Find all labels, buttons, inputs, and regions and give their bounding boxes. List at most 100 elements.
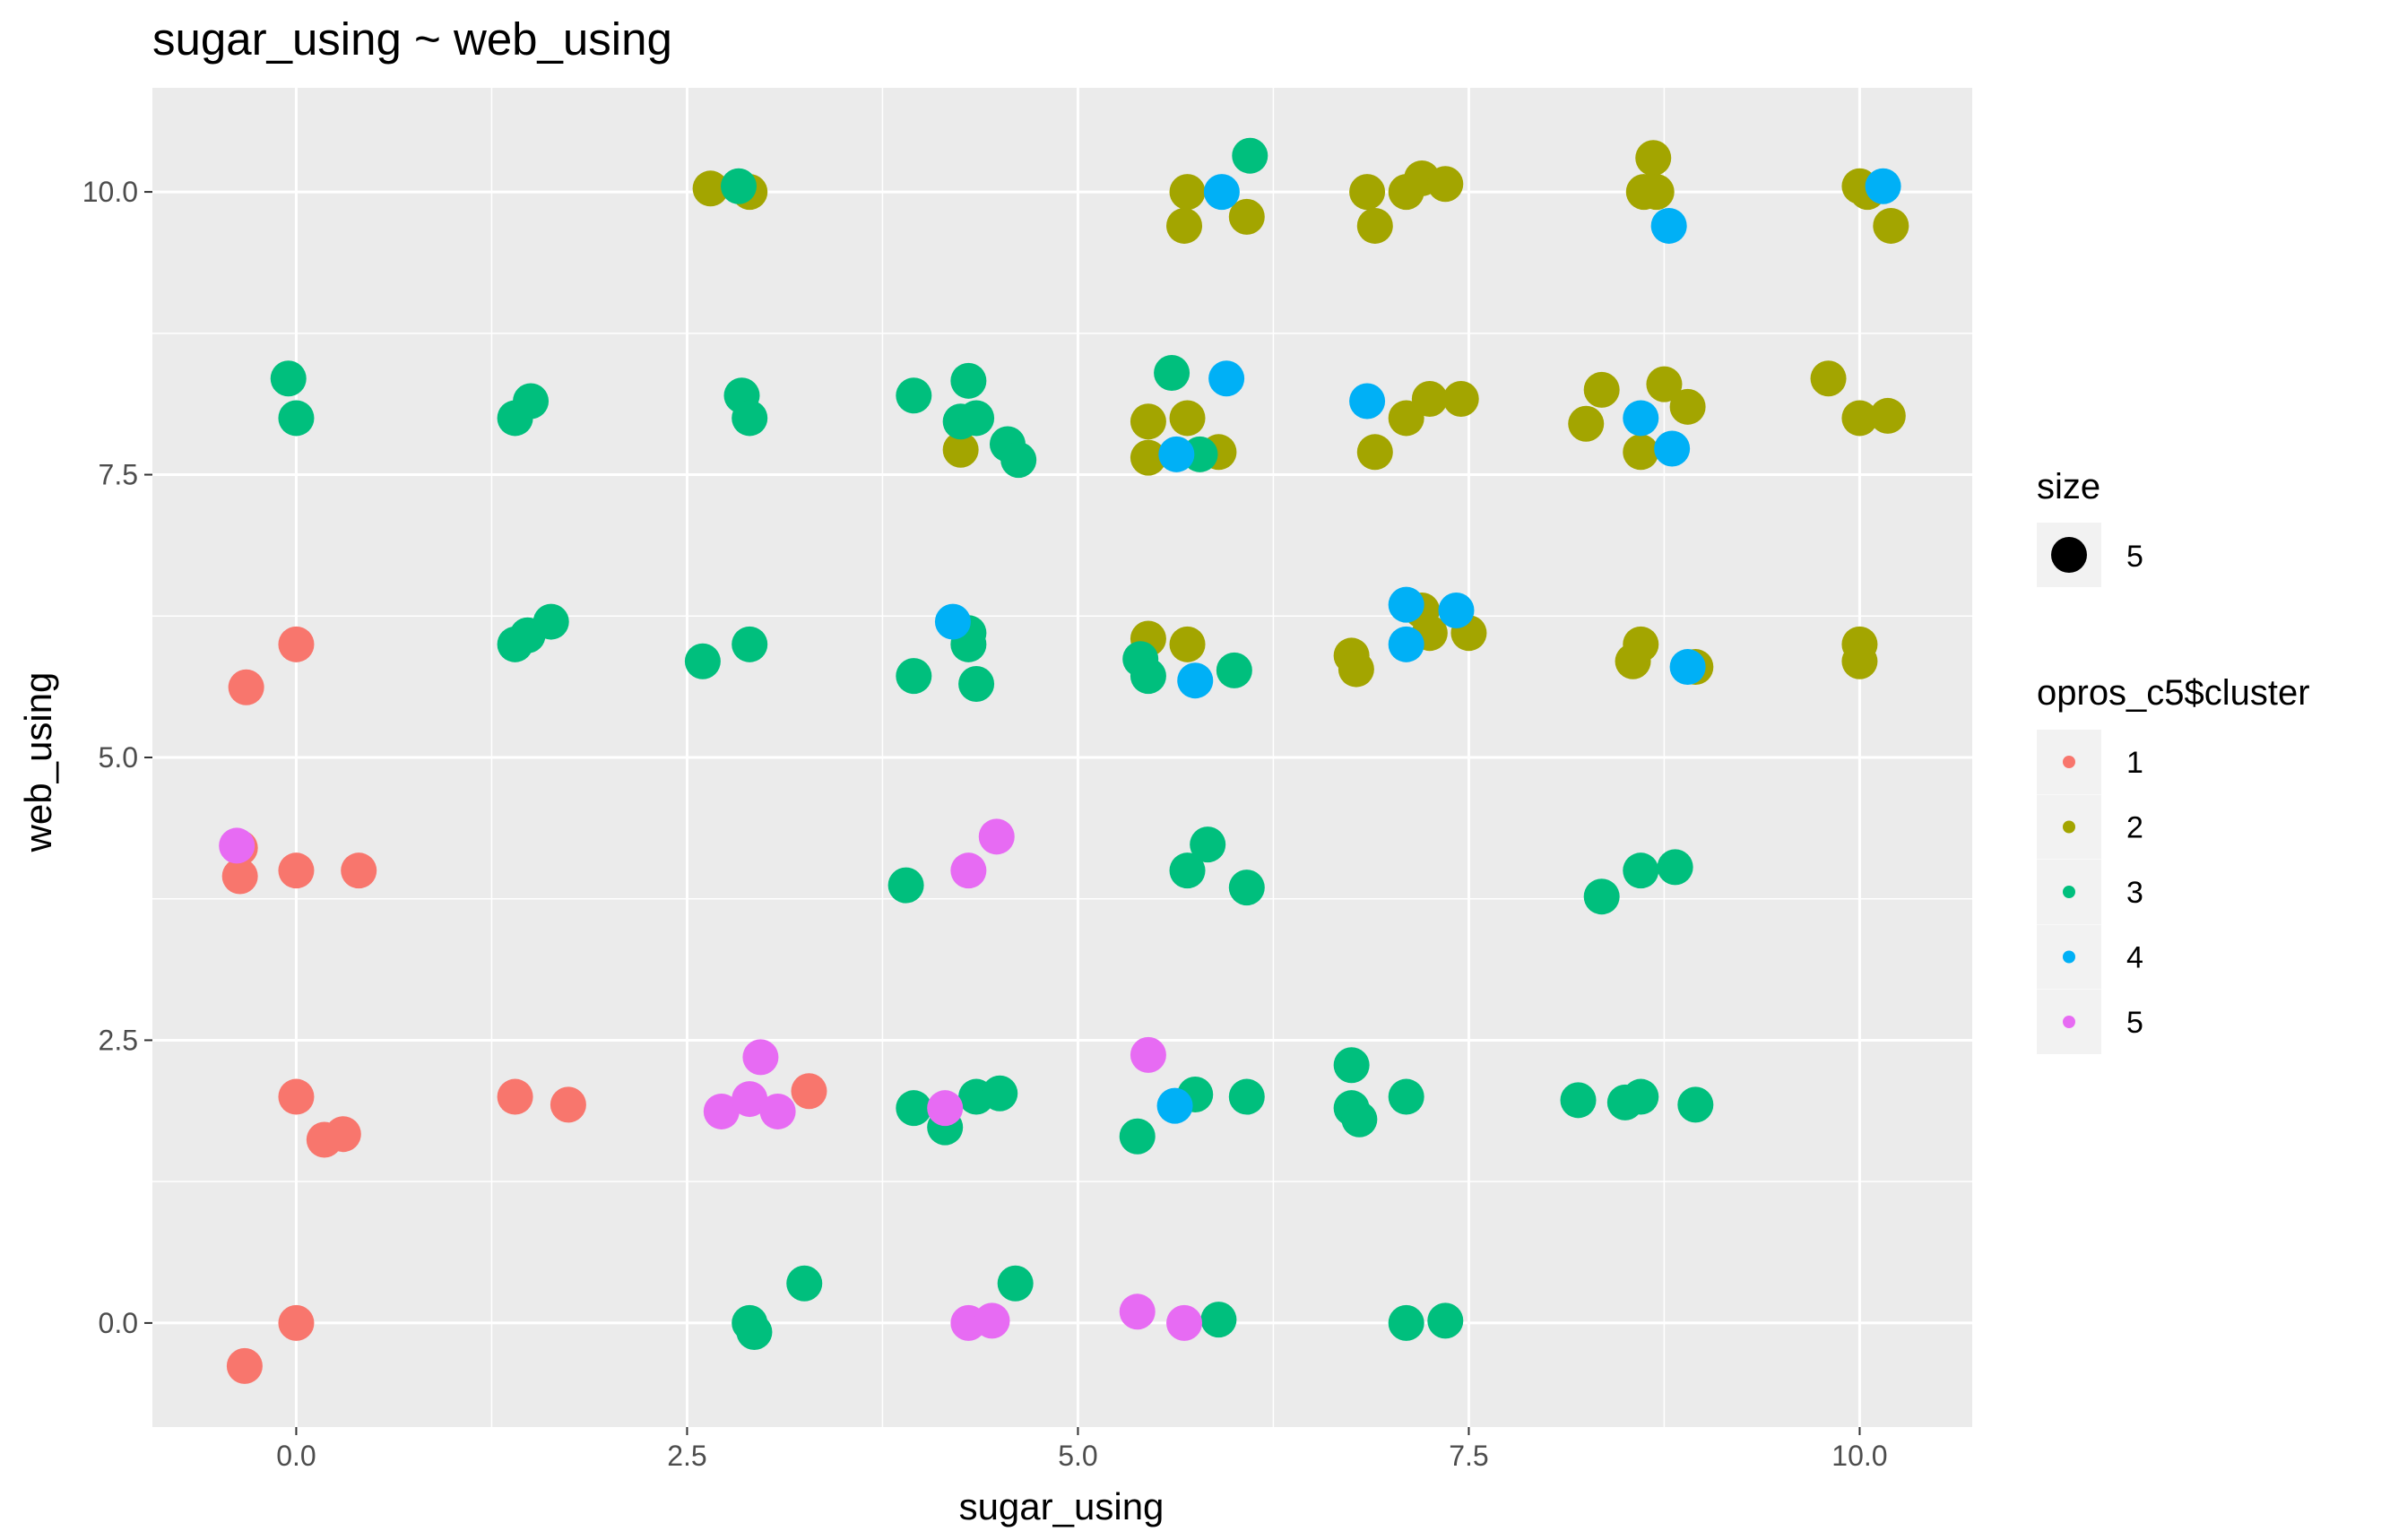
color-legend-key [2063,950,2075,964]
data-point [1635,140,1672,177]
data-point [226,1347,263,1384]
data-point [1177,662,1214,699]
data-point [1356,207,1393,244]
data-point [958,400,995,437]
data-point [1650,207,1687,244]
data-point [532,603,569,640]
data-point [1130,403,1166,440]
data-point [1623,626,1659,662]
data-point [513,383,550,420]
data-point [1169,852,1206,889]
data-point [1657,849,1693,886]
data-point [1568,405,1605,442]
data-point [732,626,768,662]
data-point [1216,652,1252,688]
data-point [1158,436,1195,472]
data-point [1333,1047,1370,1084]
color-legend-key [2063,886,2075,898]
data-point [1156,1087,1193,1124]
data-point [934,603,971,640]
data-point [1669,388,1706,425]
y-axis-ticks: 0.0 2.5 5.0 7.5 10.0 [82,176,152,1339]
data-point [278,400,315,437]
data-point [1438,592,1475,628]
data-point [736,1314,773,1351]
data-point [1130,439,1166,476]
data-point [1623,400,1659,437]
series-5 [219,818,1203,1341]
data-point [1560,1082,1597,1119]
data-point [1442,381,1479,418]
data-point [1169,174,1206,211]
data-point [278,852,315,889]
data-point [1338,651,1374,688]
data-point [221,858,258,895]
data-point [978,818,1015,855]
y-tick-label: 0.0 [99,1307,138,1339]
data-point [550,1086,586,1123]
data-point [1190,826,1226,863]
data-point [1623,852,1659,889]
size-legend-label: 5 [2126,540,2143,574]
data-point [1583,878,1620,915]
data-point [942,431,979,468]
data-point [1654,430,1691,467]
data-point [982,1075,1018,1112]
data-point [1341,1101,1378,1138]
data-point [732,400,768,437]
data-point [791,1073,827,1110]
data-point [1638,174,1675,211]
color-legend-label: 3 [2126,876,2143,910]
data-point [228,669,264,705]
data-point [1130,658,1166,695]
data-point [896,377,932,414]
data-point [497,1078,533,1115]
data-point [278,1078,315,1115]
data-point [1130,1036,1166,1073]
data-point [1154,354,1190,391]
data-point [950,852,987,889]
color-legend-key [2063,820,2075,834]
data-point [1169,400,1206,437]
data-point [1232,137,1268,174]
y-tick-label: 5.0 [99,741,138,774]
data-point [997,1265,1034,1302]
size-legend-key [2051,537,2087,573]
data-point [1203,174,1240,211]
x-tick-label: 10.0 [1831,1440,1887,1472]
x-tick-label: 0.0 [276,1440,316,1472]
x-axis-title: sugar_using [959,1485,1165,1527]
data-point [1873,207,1909,244]
data-point [1166,207,1203,244]
data-point [786,1265,823,1302]
data-point [1427,166,1464,203]
data-point [927,1090,964,1127]
plot-panel [152,88,1972,1427]
data-point [684,643,721,679]
x-tick-label: 2.5 [667,1440,706,1472]
y-tick-label: 2.5 [99,1024,138,1056]
color-legend-label: 5 [2126,1006,2143,1040]
color-legend-label: 2 [2126,811,2143,845]
data-point [1669,649,1706,686]
data-point [1169,626,1206,662]
data-point [692,170,729,207]
data-point [1677,1086,1714,1123]
data-point [974,1302,1010,1339]
x-tick-label: 5.0 [1058,1440,1097,1472]
data-point [1869,397,1906,434]
data-point [1349,174,1386,211]
data-point [278,626,315,662]
data-point [1000,442,1037,479]
data-point [1200,1302,1237,1338]
data-point [1388,1078,1424,1115]
data-point [1388,626,1424,662]
data-point [1388,1304,1424,1341]
data-point [1388,586,1424,623]
data-point [720,168,757,204]
data-point [1646,366,1683,402]
size-legend-title: size [2037,467,2100,506]
color-legend-title: opros_c5$cluster [2037,673,2310,713]
data-point [1623,434,1659,471]
data-point [1228,198,1265,235]
